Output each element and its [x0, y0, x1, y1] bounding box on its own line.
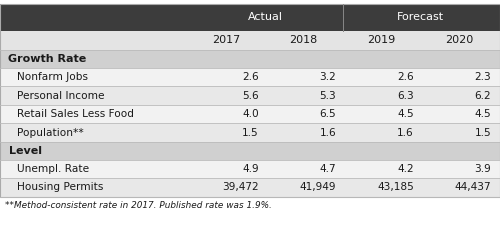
Text: 4.0: 4.0 [242, 109, 259, 119]
Text: 2.6: 2.6 [242, 72, 259, 82]
Text: 1.5: 1.5 [242, 128, 259, 138]
Text: 4.2: 4.2 [397, 164, 414, 174]
Text: 43,185: 43,185 [377, 182, 414, 192]
Text: **Method-consistent rate in 2017. Published rate was 1.9%.: **Method-consistent rate in 2017. Publis… [5, 201, 272, 210]
Bar [0, 68, 500, 86]
Text: Forecast: Forecast [396, 12, 444, 22]
Text: 5.6: 5.6 [242, 90, 259, 101]
Text: Population**: Population** [18, 128, 84, 138]
Text: 1.6: 1.6 [397, 128, 414, 138]
Text: 3.9: 3.9 [474, 164, 492, 174]
Bar [0, 197, 500, 214]
Bar [0, 86, 500, 105]
Text: 6.3: 6.3 [397, 90, 414, 101]
Text: 6.5: 6.5 [320, 109, 336, 119]
Text: Retail Sales Less Food: Retail Sales Less Food [18, 109, 134, 119]
Text: 4.7: 4.7 [320, 164, 336, 174]
Text: 4.5: 4.5 [397, 109, 414, 119]
Bar [0, 105, 500, 123]
Text: 2018: 2018 [290, 35, 318, 45]
Text: 2020: 2020 [444, 35, 473, 45]
Text: Actual: Actual [248, 12, 282, 22]
Bar [0, 178, 500, 197]
Text: 2017: 2017 [212, 35, 240, 45]
Text: 41,949: 41,949 [300, 182, 337, 192]
Bar [0, 4, 500, 31]
Bar [0, 4, 500, 197]
Text: Unempl. Rate: Unempl. Rate [18, 164, 90, 174]
Text: Housing Permits: Housing Permits [18, 182, 104, 192]
Text: 1.6: 1.6 [320, 128, 336, 138]
Text: 6.2: 6.2 [474, 90, 492, 101]
Text: Level: Level [8, 146, 42, 156]
Bar [0, 31, 500, 50]
Bar [0, 50, 500, 68]
Text: 4.5: 4.5 [474, 109, 492, 119]
Text: 2.6: 2.6 [397, 72, 414, 82]
Text: 2019: 2019 [367, 35, 396, 45]
Text: 3.2: 3.2 [320, 72, 336, 82]
Text: 44,437: 44,437 [454, 182, 492, 192]
Bar [0, 123, 500, 142]
Text: 39,472: 39,472 [222, 182, 259, 192]
Text: Personal Income: Personal Income [18, 90, 105, 101]
Text: 1.5: 1.5 [474, 128, 492, 138]
Text: 4.9: 4.9 [242, 164, 259, 174]
Text: 5.3: 5.3 [320, 90, 336, 101]
Text: Nonfarm Jobs: Nonfarm Jobs [18, 72, 88, 82]
Text: 2.3: 2.3 [474, 72, 492, 82]
Bar [0, 160, 500, 178]
Bar [0, 142, 500, 160]
Text: Growth Rate: Growth Rate [8, 54, 87, 64]
